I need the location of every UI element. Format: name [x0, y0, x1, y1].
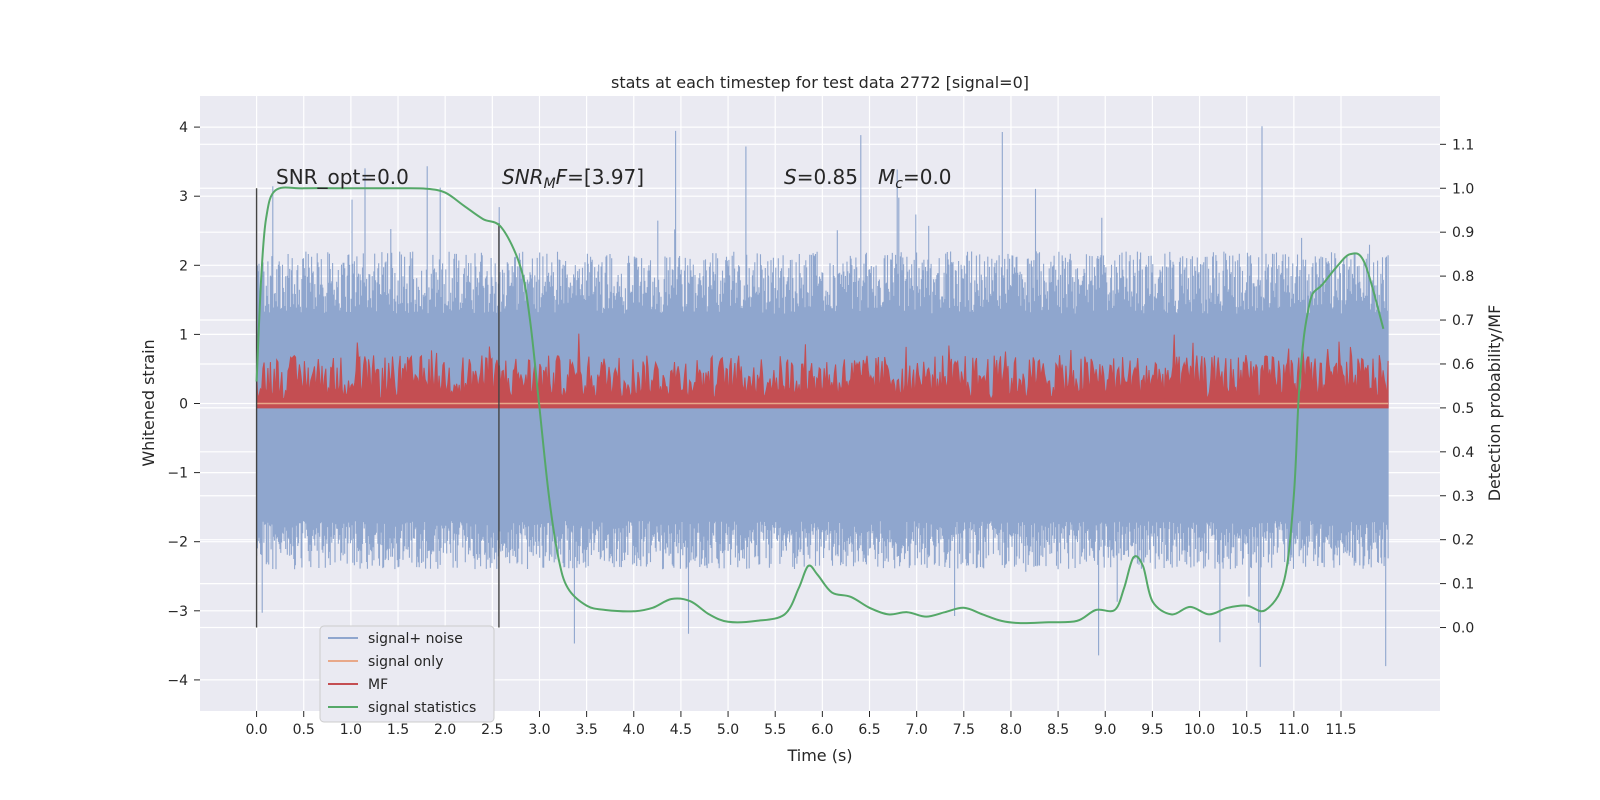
mc-symbol: M [878, 165, 895, 189]
y2-tick-label: 1.0 [1452, 181, 1474, 197]
x-tick-label: 10.0 [1184, 722, 1215, 738]
x-tick-label: 7.0 [906, 722, 928, 738]
signal-statistics-line [255, 186, 1385, 625]
legend-label-signal-noise: signal+ noise [368, 631, 463, 647]
x-tick-label: 7.5 [953, 722, 975, 738]
y2-tick-label: 1.1 [1452, 137, 1474, 153]
y-tick-label: −2 [167, 535, 188, 551]
y2-tick-label: 0.0 [1452, 621, 1474, 637]
x-tick-label: 4.5 [670, 722, 692, 738]
x-tick-label: 9.5 [1141, 722, 1163, 738]
snr-mf-symbol: SNR [502, 165, 544, 189]
x-tick-label: 5.5 [764, 722, 786, 738]
y2-tick-label: 0.1 [1452, 577, 1474, 593]
y2-axis-ticks: 1.1 1.0 0.9 0.8 0.7 0.6 0.5 0.4 0.3 0.2 0.1 0.0 [1440, 137, 1474, 637]
y2-tick-label: 0.7 [1452, 313, 1474, 329]
x-tick-label: 2.0 [434, 722, 456, 738]
x-tick-label: 11.5 [1325, 722, 1356, 738]
x-tick-label: 10.5 [1231, 722, 1262, 738]
y2-tick-label: 0.8 [1452, 269, 1474, 285]
y-tick-label: 4 [179, 120, 188, 136]
y-axis-label: Whitened strain [139, 339, 158, 466]
x-tick-label: 11.0 [1278, 722, 1309, 738]
mf-series [256, 333, 1389, 409]
x-axis-label: Time (s) [786, 746, 852, 765]
mf-line [256, 333, 1389, 409]
x-tick-label: 3.0 [528, 722, 550, 738]
snr-mf-subscript: M [544, 176, 556, 192]
mc-subscript: c [895, 176, 903, 192]
x-tick-label: 8.0 [1000, 722, 1022, 738]
legend: signal+ noise signal only MF signal stat… [319, 625, 495, 723]
x-tick-label: 8.5 [1047, 722, 1069, 738]
snr-mf-symbol-2: F [556, 165, 568, 189]
y-tick-label: 1 [179, 327, 188, 343]
y2-tick-label: 0.3 [1452, 489, 1474, 505]
y2-tick-label: 0.5 [1452, 401, 1474, 417]
s-symbol: S [784, 165, 797, 189]
x-tick-label: 1.5 [387, 722, 409, 738]
x-tick-label: 4.0 [623, 722, 645, 738]
x-tick-label: 1.0 [340, 722, 362, 738]
x-tick-label: 5.0 [717, 722, 739, 738]
legend-label-signal-statistics: signal statistics [368, 700, 476, 716]
s-annotation: S=0.85 [784, 165, 858, 189]
legend-label-mf: MF [368, 677, 388, 693]
y2-tick-label: 0.6 [1452, 357, 1474, 373]
y2-tick-label: 0.4 [1452, 445, 1474, 461]
y-tick-label: 3 [179, 189, 188, 205]
x-axis-ticks: 0.0 0.5 1.0 1.5 2.0 2.5 3.0 3.5 4.0 4.5 5.0 5.5 6.0 6… [245, 711, 1357, 738]
x-tick-label: 9.0 [1094, 722, 1116, 738]
s-value: =0.85 [797, 165, 858, 189]
x-tick-label: 0.5 [293, 722, 315, 738]
x-tick-label: 3.5 [575, 722, 597, 738]
snr-mf-annotation: SNRMF=[3.97] [502, 165, 644, 192]
signal-statistics-series [255, 186, 1385, 625]
mc-annotation: Mc=0.0 [878, 165, 952, 192]
mc-value: =0.0 [903, 165, 952, 189]
y-tick-label: −3 [167, 604, 188, 620]
marker-lines [255, 188, 500, 628]
y-axis-ticks: 4 3 2 1 0 −1 −2 −3 −4 [167, 120, 200, 689]
y2-tick-label: 0.2 [1452, 533, 1474, 549]
y2-tick-label: 0.9 [1452, 225, 1474, 241]
y2-axis-label: Detection probability/MF [1485, 305, 1504, 502]
y-tick-label: −4 [167, 673, 188, 689]
y-tick-label: 2 [179, 258, 188, 274]
x-tick-label: 0.0 [245, 722, 267, 738]
y-tick-label: −1 [167, 466, 188, 482]
y-tick-label: 0 [179, 397, 188, 413]
snr-mf-value: =[3.97] [567, 165, 644, 189]
snr-opt-annotation: SNR_opt=0.0 [276, 165, 409, 189]
x-tick-label: 2.5 [481, 722, 503, 738]
legend-label-signal-only: signal only [368, 654, 443, 670]
x-tick-label: 6.5 [858, 722, 880, 738]
x-tick-label: 6.0 [811, 722, 833, 738]
legend-box [319, 625, 495, 723]
chart-title: stats at each timestep for test data 277… [611, 73, 1029, 92]
signal-noise-series [256, 126, 1389, 667]
